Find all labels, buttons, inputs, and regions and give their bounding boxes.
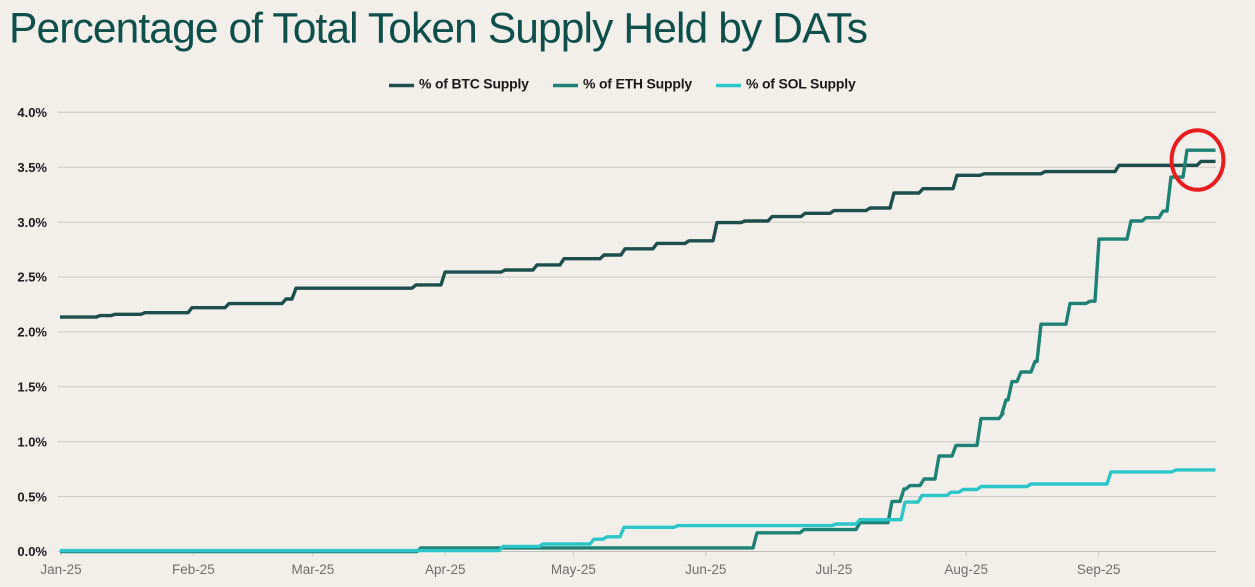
svg-text:Jun-25: Jun-25 bbox=[685, 562, 726, 577]
svg-text:Feb-25: Feb-25 bbox=[172, 562, 215, 577]
svg-text:% of ETH Supply: % of ETH Supply bbox=[583, 75, 692, 91]
svg-text:4.0%: 4.0% bbox=[17, 105, 47, 120]
svg-text:% of SOL Supply: % of SOL Supply bbox=[746, 75, 856, 91]
svg-text:Jul-25: Jul-25 bbox=[816, 562, 853, 577]
svg-text:0.0%: 0.0% bbox=[17, 544, 47, 559]
svg-text:May-25: May-25 bbox=[551, 562, 596, 577]
svg-text:2.0%: 2.0% bbox=[17, 325, 47, 340]
svg-text:1.0%: 1.0% bbox=[17, 434, 47, 449]
svg-text:0.5%: 0.5% bbox=[17, 489, 47, 504]
svg-text:2.5%: 2.5% bbox=[17, 270, 47, 285]
svg-text:Sep-25: Sep-25 bbox=[1077, 562, 1121, 577]
svg-text:Mar-25: Mar-25 bbox=[292, 562, 335, 577]
svg-text:Apr-25: Apr-25 bbox=[425, 562, 466, 577]
svg-text:1.5%: 1.5% bbox=[17, 380, 47, 395]
svg-text:3.5%: 3.5% bbox=[17, 160, 47, 175]
svg-text:Percentage of Total Token Supp: Percentage of Total Token Supply Held by… bbox=[9, 6, 867, 53]
svg-text:Jan-25: Jan-25 bbox=[40, 562, 81, 577]
svg-text:Aug-25: Aug-25 bbox=[944, 562, 988, 577]
svg-text:% of BTC Supply: % of BTC Supply bbox=[419, 75, 529, 91]
svg-text:3.0%: 3.0% bbox=[17, 215, 47, 230]
